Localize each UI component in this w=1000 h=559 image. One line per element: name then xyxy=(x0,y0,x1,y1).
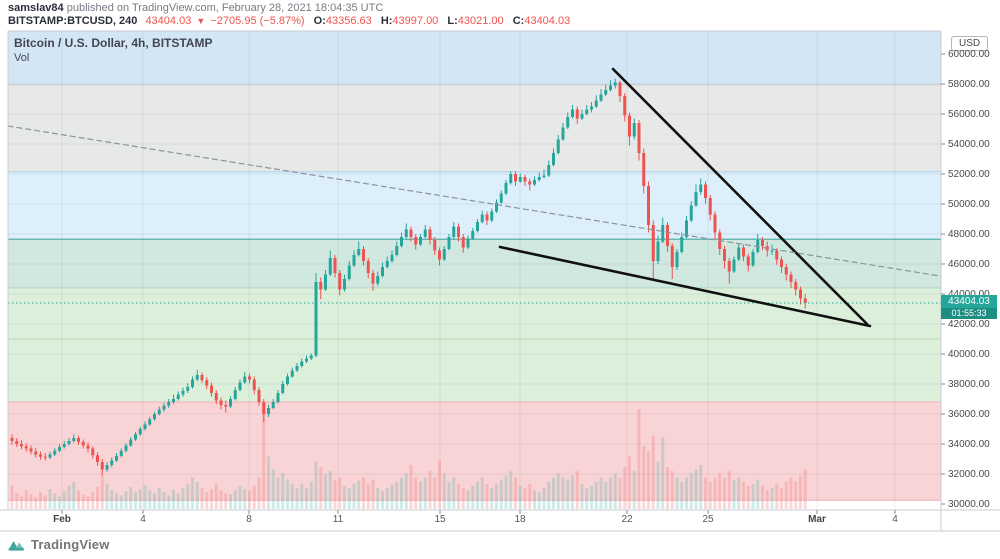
price-axis-label: 50000.00 xyxy=(948,199,990,210)
ticker-change: −2705.95 (−5.87%) xyxy=(210,15,305,27)
price-axis-label: 36000.00 xyxy=(948,409,990,420)
high-label: H: xyxy=(380,15,393,27)
currency-usd-button[interactable]: USD xyxy=(951,36,989,51)
tradingview-logo-icon[interactable] xyxy=(8,537,25,552)
time-axis-label: 4 xyxy=(892,514,898,525)
publish-header: samslav84 published on TradingView.com, … xyxy=(8,2,570,28)
time-axis-label: Feb xyxy=(53,514,71,525)
price-axis-label: 34000.00 xyxy=(948,439,990,450)
price-axis-label: 38000.00 xyxy=(948,379,990,390)
high-value: 43997.00 xyxy=(392,15,439,27)
time-axis-label: Mar xyxy=(808,514,826,525)
candlesticks xyxy=(10,78,807,475)
bar-countdown: 01:55:33 xyxy=(941,307,997,319)
price-axis-label: 30000.00 xyxy=(948,499,990,510)
time-axis-label: 15 xyxy=(434,514,446,525)
time-axis-label: 4 xyxy=(140,514,146,525)
legend-title[interactable]: Bitcoin / U.S. Dollar, 4h, BITSTAMP xyxy=(14,36,213,50)
chart-legend: Bitcoin / U.S. Dollar, 4h, BITSTAMP Vol xyxy=(14,36,212,65)
time-axis-label: 25 xyxy=(702,514,714,525)
ticker-last-price: 43404.03 xyxy=(145,15,192,27)
tradingview-brand[interactable]: TradingView xyxy=(31,537,110,552)
price-axis-label: 46000.00 xyxy=(948,259,990,270)
close-label: C: xyxy=(512,15,525,27)
price-axis-label: 60000.00 xyxy=(948,49,990,60)
wedge-upper-trendline[interactable] xyxy=(611,67,869,326)
price-zones xyxy=(8,31,941,501)
time-axis-label: 8 xyxy=(246,514,252,525)
tradingview-footer[interactable]: TradingView xyxy=(8,537,110,552)
publish-info: published on TradingView.com, February 2… xyxy=(63,2,384,14)
grid-lines xyxy=(8,31,941,510)
price-axis-label: 32000.00 xyxy=(948,469,990,480)
axis-ticks xyxy=(61,53,945,514)
price-axis-label: 54000.00 xyxy=(948,139,990,150)
author-username[interactable]: samslav84 xyxy=(8,2,64,14)
time-axis-label: 18 xyxy=(514,514,526,525)
price-axis-label: 48000.00 xyxy=(948,229,990,240)
ticker-symbol: BITSTAMP:BTCUSD, 240 xyxy=(8,15,138,27)
price-axis-label: 44000.00 xyxy=(948,289,990,300)
last-price-tag: 43404.03 01:55:33 xyxy=(941,294,997,319)
plot-layers xyxy=(8,31,941,510)
price-axis-label: 58000.00 xyxy=(948,79,990,90)
open-value: 43356.63 xyxy=(325,15,372,27)
price-axis-label: 40000.00 xyxy=(948,349,990,360)
time-axis-label: 22 xyxy=(621,514,633,525)
close-value: 43404.03 xyxy=(524,15,571,27)
price-axis-label: 42000.00 xyxy=(948,319,990,330)
price-axis-label: 52000.00 xyxy=(948,169,990,180)
last-price-value: 43404.03 xyxy=(941,294,997,308)
price-axis-label: 56000.00 xyxy=(948,109,990,120)
down-arrow-icon: ▼ xyxy=(196,16,206,26)
open-label: O: xyxy=(313,15,326,27)
long-term-resistance-trendline[interactable] xyxy=(8,125,941,277)
legend-volume-indicator[interactable]: Vol xyxy=(14,52,30,64)
time-axis-label: 11 xyxy=(332,514,344,525)
chart-borders xyxy=(0,30,1000,532)
wedge-lower-trendline[interactable] xyxy=(498,245,872,328)
volume-bars xyxy=(10,404,807,509)
low-value: 43021.00 xyxy=(457,15,504,27)
low-label: L: xyxy=(447,15,458,27)
